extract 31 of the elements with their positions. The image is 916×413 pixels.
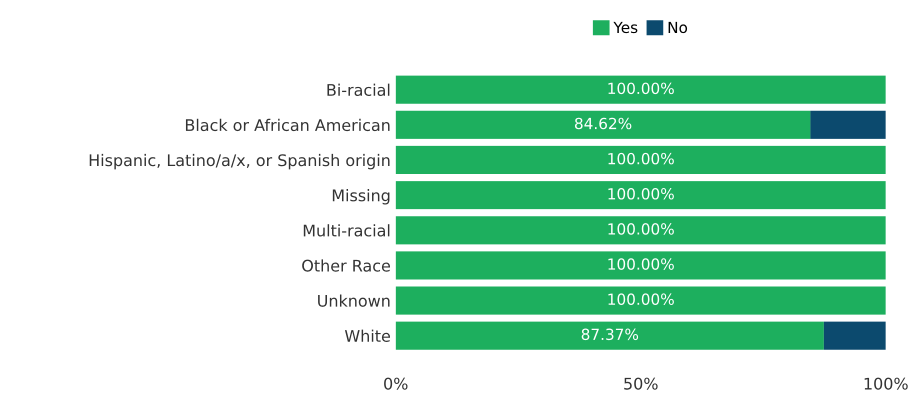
bar <box>396 251 886 280</box>
bar <box>396 146 886 174</box>
bar <box>810 110 886 139</box>
bar <box>396 110 810 139</box>
y-tick-label: Missing <box>332 189 390 205</box>
data-label: 100.00% <box>608 188 674 200</box>
y-tick-label: Bi-racial <box>327 84 390 96</box>
legend-label: Yes <box>613 22 638 34</box>
bar <box>396 76 886 104</box>
y-tick-label: Unknown <box>318 294 390 307</box>
data-label: 87.37% <box>582 328 638 340</box>
bar <box>396 286 886 315</box>
bar <box>396 181 886 210</box>
data-label: 100.00% <box>608 223 674 235</box>
data-label: 100.00% <box>608 258 674 270</box>
y-tick-label: Black or African American <box>186 118 390 132</box>
x-tick-label: 100% <box>864 378 908 390</box>
y-tick-label: Hispanic, Latino/a/x, or Spanish origin <box>90 154 390 170</box>
data-label: 100.00% <box>608 152 674 164</box>
data-label: 100.00% <box>608 293 674 305</box>
y-tick-label: Multi-racial <box>304 224 390 237</box>
y-tick-label: White <box>344 330 390 342</box>
x-tick-label: 50% <box>624 378 658 390</box>
bar <box>396 322 824 350</box>
data-label: 100.00% <box>608 82 674 94</box>
data-label: 84.62% <box>574 118 632 130</box>
bar <box>824 322 886 350</box>
legend-label: No <box>668 22 688 34</box>
bar <box>396 216 886 244</box>
x-tick-label: 0% <box>384 378 408 390</box>
y-tick-label: Other Race <box>302 259 390 272</box>
